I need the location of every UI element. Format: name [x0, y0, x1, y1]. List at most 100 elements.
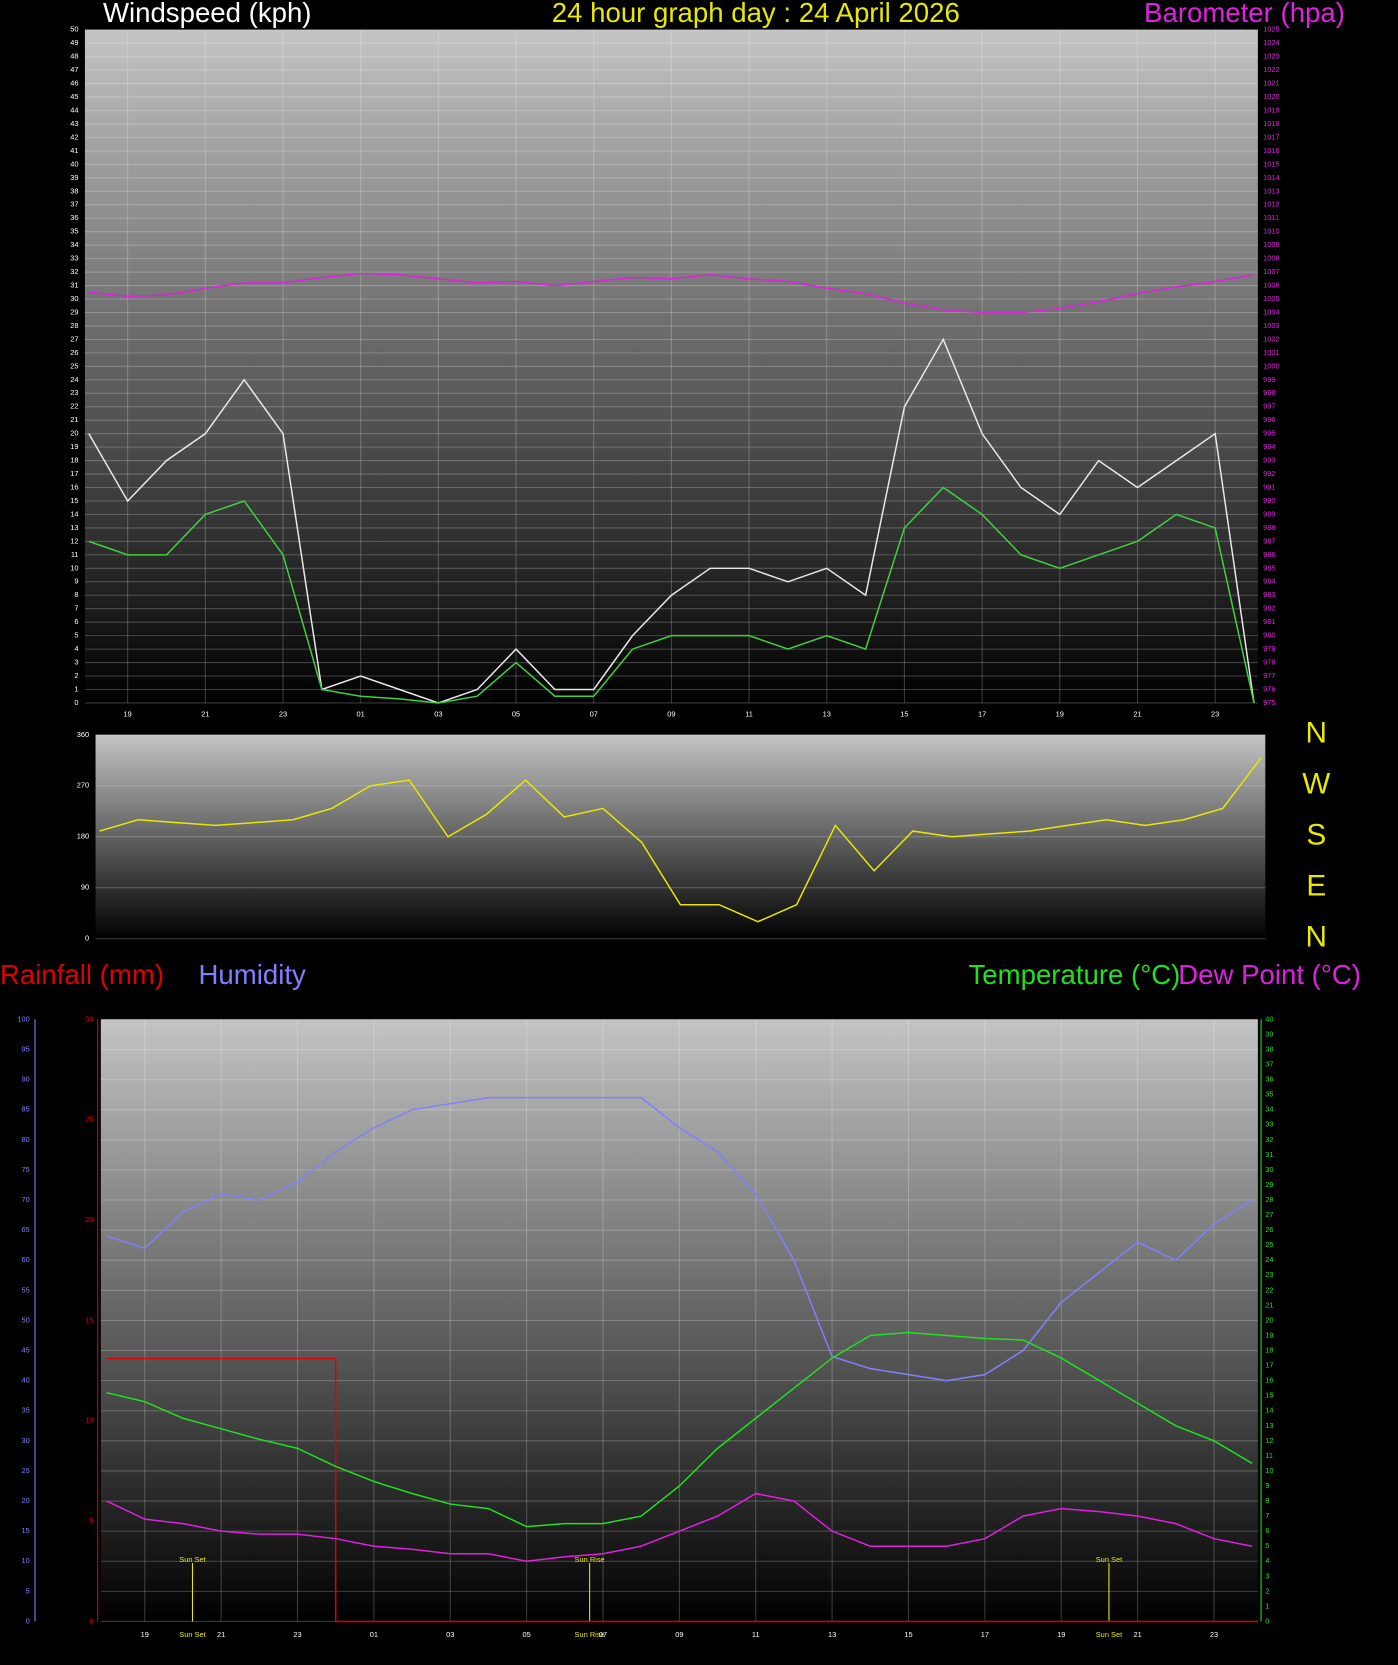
x-tick-label: 21: [201, 710, 209, 719]
y2-tick-label: 1022: [1263, 65, 1280, 74]
y-tick-label: 28: [70, 321, 78, 330]
series-line: [106, 1331, 1253, 1528]
y3-tick-label: 100: [17, 1014, 29, 1023]
y2-tick-label: 8: [1265, 1496, 1269, 1505]
y2-tick-label: 11: [1265, 1451, 1273, 1460]
y2-tick-label: 1017: [1263, 132, 1280, 141]
y-tick-label: 49: [70, 38, 78, 47]
y3-tick-label: 15: [21, 1526, 29, 1535]
barometer-label: Barometer (hpa): [1144, 0, 1345, 28]
y-tick-label: 41: [70, 146, 78, 155]
y2-tick-label: 1020: [1263, 92, 1280, 101]
y-tick-label: 40: [70, 159, 78, 168]
y2-tick-label: 24: [1265, 1255, 1273, 1264]
x-tick-label: 13: [828, 1630, 836, 1639]
y2-tick-label: 1012: [1263, 200, 1280, 209]
y2-tick-label: 976: [1263, 684, 1275, 693]
y-tick-label: 48: [70, 52, 78, 61]
y2-tick-label: 27: [1265, 1210, 1273, 1219]
x-tick-label: 05: [512, 710, 520, 719]
y2-tick-label: 980: [1263, 631, 1275, 640]
y3-tick-label: 95: [21, 1044, 29, 1053]
y2-tick-label: 33: [1265, 1120, 1273, 1129]
y2-tick-label: N: [1306, 717, 1327, 750]
y-tick-label: 21: [70, 415, 78, 424]
y2-tick-label: 1023: [1263, 52, 1280, 61]
y2-tick-label: 36: [1265, 1075, 1273, 1084]
y-tick-label: 13: [70, 523, 78, 532]
y2-tick-label: 981: [1263, 617, 1275, 626]
y2-tick-label: 28: [1265, 1195, 1273, 1204]
x-tick-label: 23: [279, 710, 287, 719]
y2-tick-label: 17: [1265, 1361, 1273, 1370]
y-tick-label: 0: [89, 1616, 93, 1625]
y2-tick-label: 1: [1265, 1601, 1269, 1610]
y2-tick-label: 35: [1265, 1090, 1273, 1099]
y-tick-label: 47: [70, 65, 78, 74]
y-tick-label: 32: [70, 267, 78, 276]
y-tick-label: 23: [70, 388, 78, 397]
series-line: [106, 1492, 1253, 1563]
x-tick-label: 09: [667, 710, 675, 719]
y2-tick-label: 1009: [1263, 240, 1280, 249]
y2-tick-label: 1007: [1263, 267, 1280, 276]
y3-tick-label: 80: [21, 1135, 29, 1144]
sun-label: Sun Set: [179, 1555, 205, 1564]
y2-tick-label: W: [1302, 768, 1330, 801]
y2-tick-label: 2: [1265, 1586, 1269, 1595]
x-tick-label: 19: [1056, 710, 1064, 719]
y-tick-label: 30: [70, 294, 78, 303]
y-tick-label: 33: [70, 254, 78, 263]
x-tick-label: 03: [434, 710, 442, 719]
y-tick-label: 44: [70, 105, 78, 114]
y2-tick-label: 3: [1265, 1571, 1269, 1580]
y-tick-label: 19: [70, 442, 78, 451]
y2-tick-label: 979: [1263, 644, 1275, 653]
y2-tick-label: 6: [1265, 1526, 1269, 1535]
y-tick-label: 14: [70, 509, 78, 518]
y3-tick-label: 50: [21, 1315, 29, 1324]
y2-tick-label: 26: [1265, 1225, 1273, 1234]
y-tick-label: 3: [74, 658, 78, 667]
y3-tick-label: 10: [21, 1556, 29, 1565]
y-tick-label: 37: [70, 200, 78, 209]
x-tick-label: 05: [522, 1630, 530, 1639]
y-tick-label: 46: [70, 79, 78, 88]
x-tick-label: 07: [590, 710, 598, 719]
sun-label: Sun Rise: [575, 1555, 605, 1564]
y2-tick-label: 1000: [1263, 361, 1280, 370]
y2-tick-label: 1021: [1263, 79, 1280, 88]
y-tick-label: 29: [70, 307, 78, 316]
y-tick-label: 8: [74, 590, 78, 599]
y3-tick-label: 75: [21, 1165, 29, 1174]
plot-area: [84, 29, 1258, 703]
x-tick-label: 11: [745, 710, 753, 719]
y2-tick-label: 977: [1263, 671, 1275, 680]
x-tick-label: 23: [1210, 1630, 1218, 1639]
y2-tick-label: 1004: [1263, 307, 1280, 316]
y2-tick-label: 19: [1265, 1330, 1273, 1339]
y-tick-label: 50: [70, 25, 78, 34]
y-tick-label: 39: [70, 173, 78, 182]
y-tick-label: 5: [89, 1516, 93, 1525]
y-tick-label: 20: [70, 429, 78, 438]
y-tick-label: 5: [74, 631, 78, 640]
y-tick-label: 4: [74, 644, 78, 653]
y2-tick-label: N: [1306, 921, 1327, 954]
y-tick-label: 15: [70, 496, 78, 505]
y2-tick-label: 1005: [1263, 294, 1280, 303]
y-tick-label: 18: [70, 456, 78, 465]
y3-tick-label: 60: [21, 1255, 29, 1264]
y2-tick-label: 15: [1265, 1391, 1273, 1400]
x-tick-label: 15: [904, 1630, 912, 1639]
y2-tick-label: 4: [1265, 1556, 1269, 1565]
y2-tick-label: 31: [1265, 1150, 1273, 1159]
y2-tick-label: S: [1306, 819, 1326, 852]
y2-tick-label: 5: [1265, 1541, 1269, 1550]
y-tick-label: 12: [70, 536, 78, 545]
y2-tick-label: 12: [1265, 1436, 1273, 1445]
y2-tick-label: 1001: [1263, 348, 1280, 357]
y-tick-label: 24: [70, 375, 78, 384]
y-tick-label: 45: [70, 92, 78, 101]
